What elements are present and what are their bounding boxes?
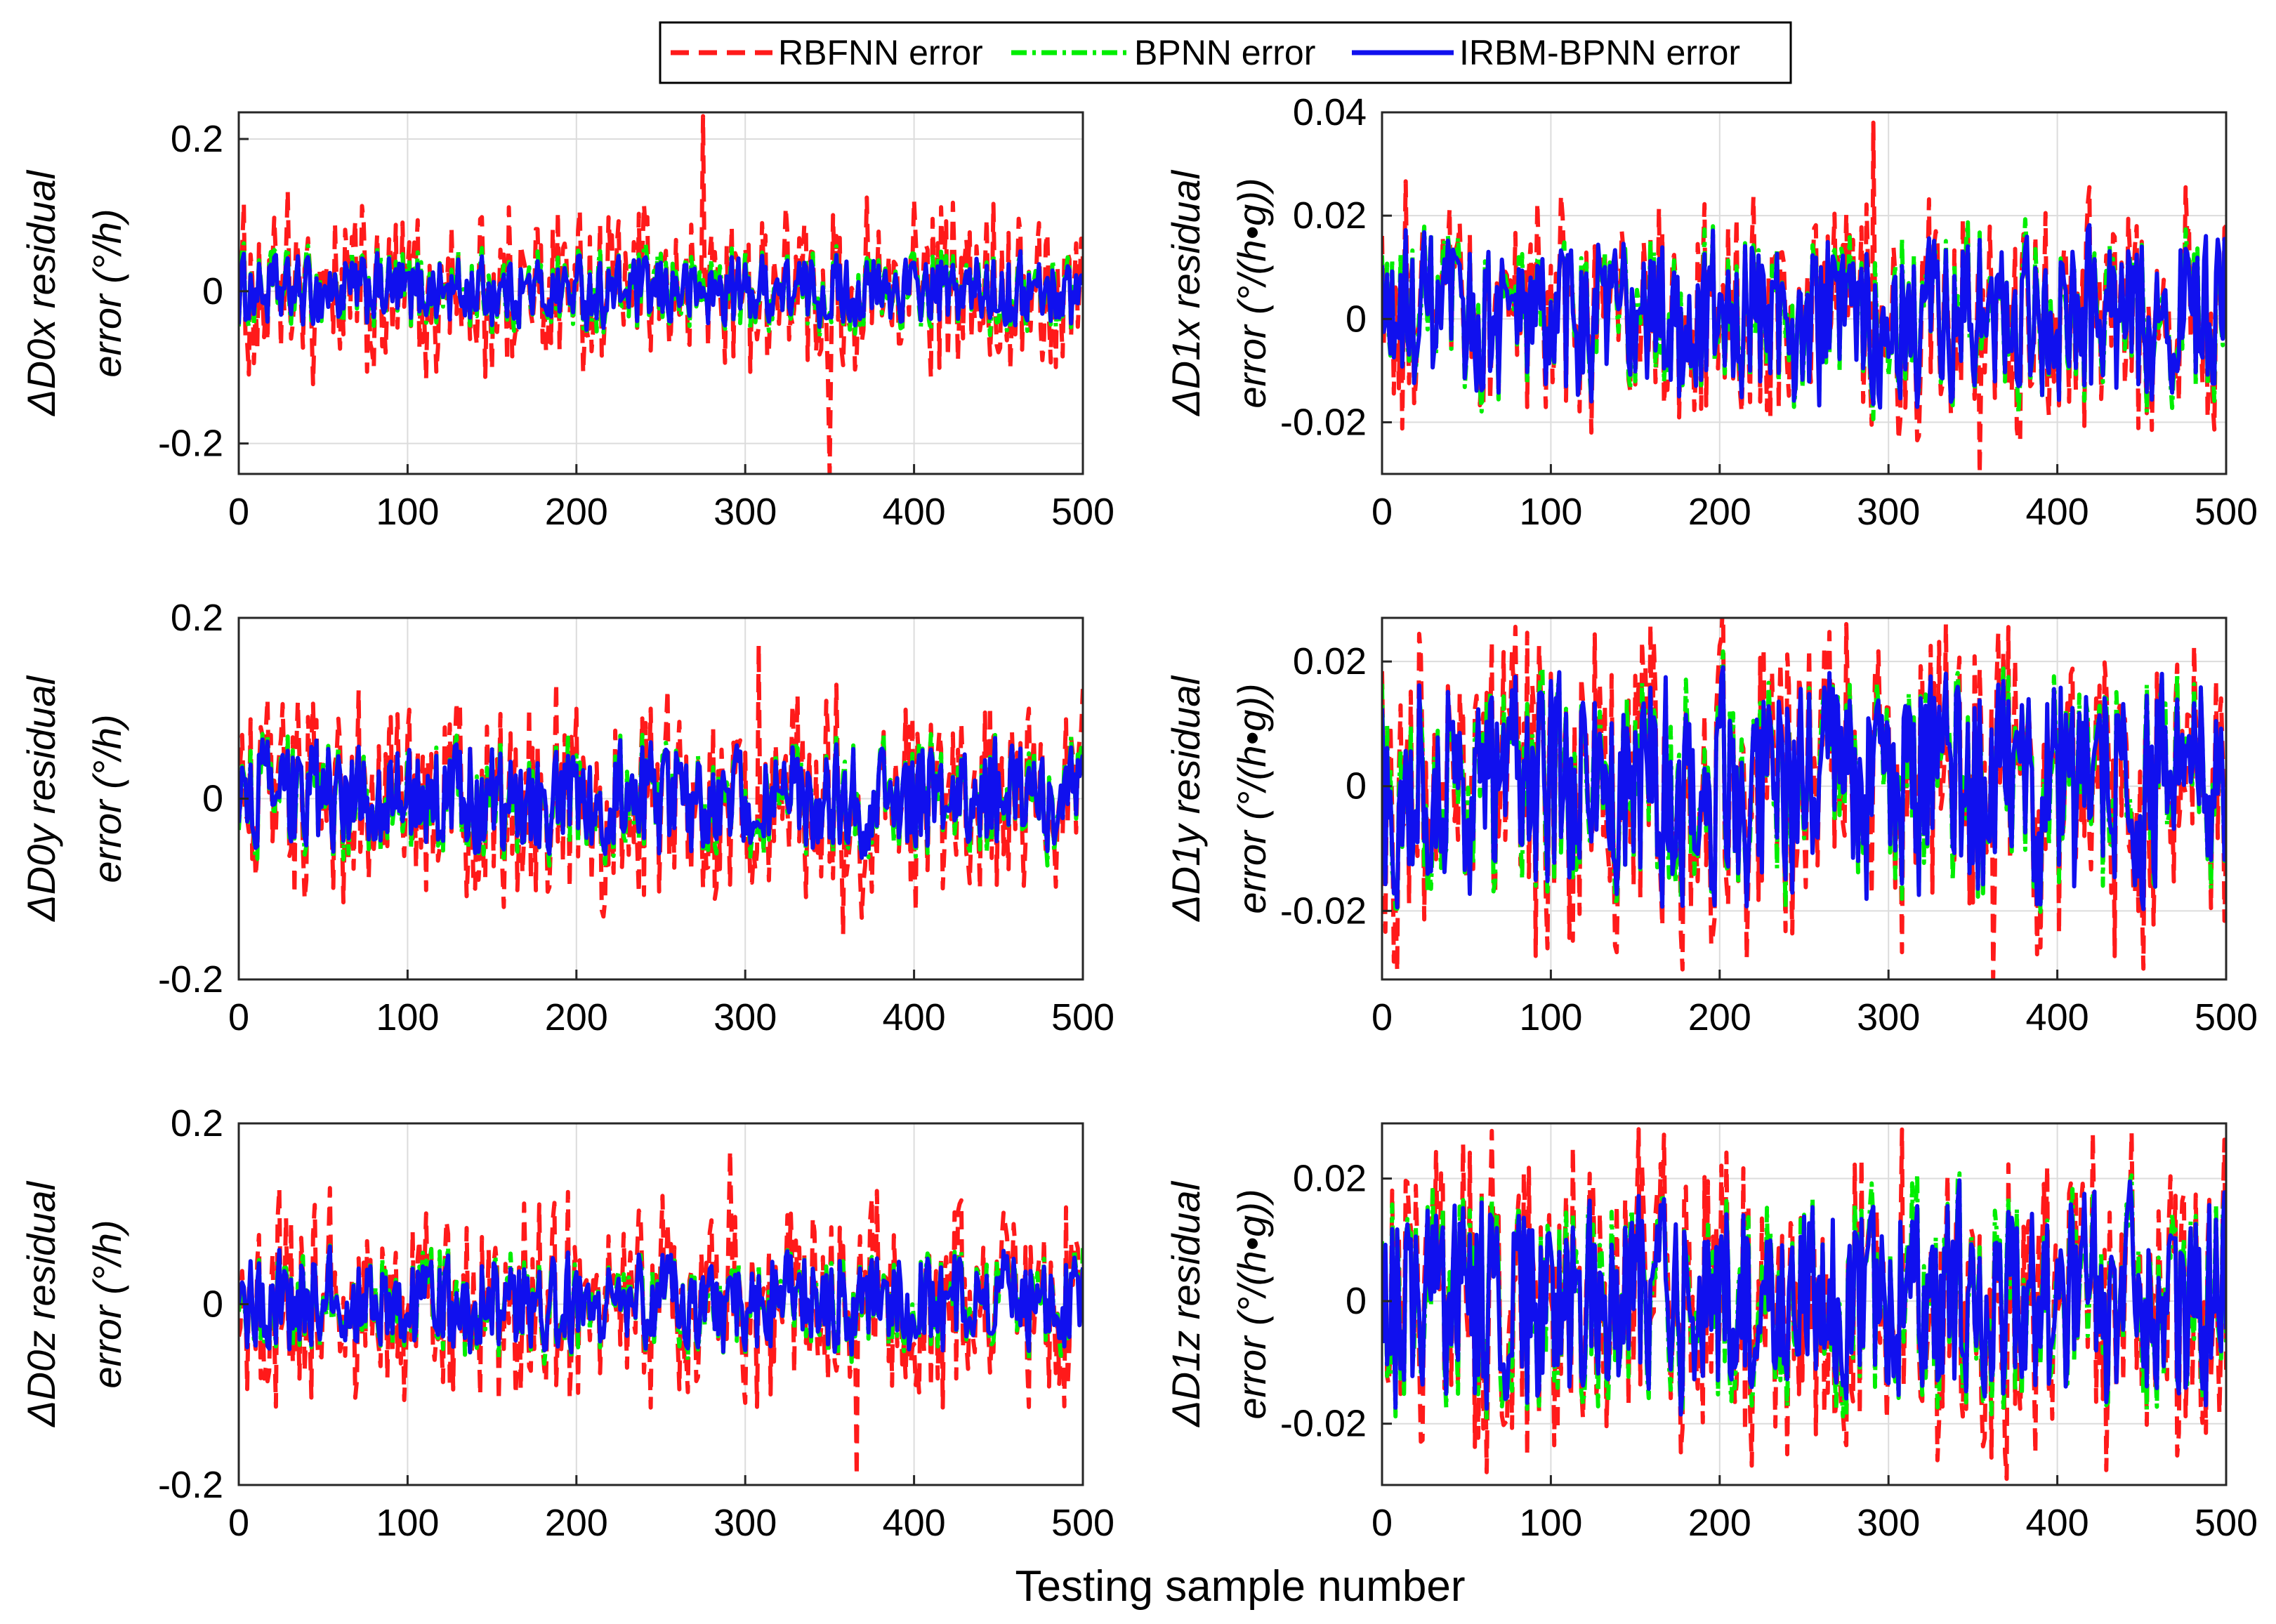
- y-axis-label-line2: error (°/(h•g)): [1230, 683, 1274, 913]
- axes-frame: [1381, 616, 2228, 981]
- y-tick-label: -0.02: [1280, 401, 1367, 443]
- x-tick-label: 0: [1371, 491, 1393, 533]
- x-tick-label: 200: [545, 996, 608, 1038]
- series-line-rbfnn: [239, 1148, 1083, 1479]
- y-axis-label-line2: error (°/h): [85, 1220, 129, 1388]
- x-tick-label: 400: [2026, 996, 2089, 1038]
- y-axis-label-line2: error (°/h): [85, 714, 129, 883]
- x-tick-label: 0: [1371, 996, 1393, 1038]
- axes-frame: [237, 111, 1084, 475]
- y-tick-label: 0: [202, 270, 223, 312]
- series-group: [1382, 618, 2226, 979]
- panel-d1z: 0 100 200 300 400 500 -0.02 0 0.02 ΔD1z residual e…: [1164, 1122, 2258, 1544]
- y-tick-label: 0.02: [1293, 194, 1367, 237]
- y-axis-label-line1: ΔD0y residual: [19, 675, 63, 923]
- y-tick-label: 0.2: [171, 118, 223, 160]
- x-tick-label: 500: [1051, 996, 1114, 1038]
- legend-label-irbm-bpnn: IRBM-BPNN error: [1459, 33, 1740, 72]
- x-tick-label: 500: [2195, 996, 2258, 1038]
- legend-box: [659, 21, 1792, 84]
- x-tick-label: 300: [1857, 491, 1920, 533]
- y-tick-label: 0.02: [1293, 640, 1367, 682]
- x-tick-label: 400: [2026, 1502, 2089, 1544]
- x-tick-label: 500: [2195, 491, 2258, 533]
- x-tick-label: 300: [713, 1502, 777, 1544]
- y-tick-label: 0: [202, 1283, 223, 1326]
- series-line-irbm-bpnn: [1382, 665, 2226, 911]
- x-tick-label: 500: [1051, 491, 1114, 533]
- y-tick-label: -0.2: [158, 1464, 223, 1506]
- series-group: [1382, 120, 2226, 474]
- y-axis-label-line1: ΔD0x residual: [19, 170, 63, 417]
- x-tick-label: 200: [545, 491, 608, 533]
- axes-frame: [1381, 111, 2228, 475]
- series-group: [239, 642, 1083, 937]
- x-tick-label: 0: [228, 491, 249, 533]
- x-tick-label: 400: [883, 996, 946, 1038]
- axes-frame: [1381, 1122, 2228, 1486]
- series-line-irbm-bpnn: [239, 736, 1083, 860]
- y-axis-label-line2: error (°/h): [85, 209, 129, 377]
- y-axis-label-line2: error (°/(h•g)): [1230, 178, 1274, 408]
- x-tick-label: 0: [228, 996, 249, 1038]
- panel-d1y: 0 100 200 300 400 500 -0.02 0 0.02 ΔD1y residual e…: [1164, 616, 2258, 1038]
- x-tick-label: 500: [2195, 1502, 2258, 1544]
- x-tick-label: 300: [713, 491, 777, 533]
- x-tick-label: 300: [1857, 996, 1920, 1038]
- y-tick-label: 0.02: [1293, 1158, 1367, 1200]
- y-axis-label-line1: ΔD1x residual: [1164, 170, 1208, 417]
- y-tick-label: 0.2: [171, 1102, 223, 1144]
- x-tick-label: 100: [376, 996, 439, 1038]
- y-tick-label: -0.2: [158, 958, 223, 1001]
- legend-label-bpnn: BPNN error: [1134, 33, 1315, 72]
- y-tick-label: 0: [1346, 1280, 1367, 1322]
- series-group: [1382, 1127, 2226, 1481]
- y-tick-label: 0: [1346, 765, 1367, 807]
- x-tick-label: 200: [545, 1502, 608, 1544]
- panel-d1x: 0 100 200 300 400 500 -0.02 0 0.02 0.04 ΔD1x resid…: [1164, 91, 2258, 533]
- x-tick-label: 400: [2026, 491, 2089, 533]
- x-tick-label: 500: [1051, 1502, 1114, 1544]
- y-axis-label-line1: ΔD1z residual: [1164, 1181, 1208, 1428]
- series-group: [239, 114, 1083, 474]
- y-axis-label-line1: ΔD0z residual: [19, 1181, 63, 1428]
- x-tick-label: 200: [1688, 996, 1751, 1038]
- y-tick-label: 0: [1346, 298, 1367, 340]
- series-group: [239, 1148, 1083, 1479]
- y-axis-label-line1: ΔD1y residual: [1164, 675, 1208, 923]
- series-line-irbm-bpnn: [239, 249, 1083, 332]
- series-line-irbm-bpnn: [1382, 1178, 2226, 1417]
- x-axis-label: Testing sample number: [1015, 1562, 1466, 1611]
- x-tick-label: 100: [1519, 1502, 1582, 1544]
- legend: RBFNN error BPNN error IRBM-BPNN error: [659, 21, 1792, 84]
- series-line-irbm-bpnn: [239, 1244, 1083, 1357]
- x-tick-label: 400: [883, 491, 946, 533]
- x-tick-label: 200: [1688, 491, 1751, 533]
- y-tick-label: 0.2: [171, 597, 223, 639]
- x-tick-label: 0: [228, 1502, 249, 1544]
- x-tick-label: 100: [376, 491, 439, 533]
- x-tick-label: 100: [376, 1502, 439, 1544]
- x-tick-label: 200: [1688, 1502, 1751, 1544]
- y-tick-label: 0.04: [1293, 91, 1367, 133]
- legend-label-rbfnn: RBFNN error: [778, 33, 983, 72]
- x-tick-label: 300: [1857, 1502, 1920, 1544]
- x-tick-label: 0: [1371, 1502, 1393, 1544]
- y-tick-label: -0.2: [158, 423, 223, 465]
- x-tick-label: 300: [713, 996, 777, 1038]
- y-tick-label: -0.02: [1280, 890, 1367, 932]
- x-tick-label: 400: [883, 1502, 946, 1544]
- y-tick-label: 0: [202, 778, 223, 820]
- x-tick-label: 100: [1519, 996, 1582, 1038]
- y-axis-label-line2: error (°/(h•g)): [1230, 1189, 1274, 1419]
- x-tick-label: 100: [1519, 491, 1582, 533]
- series-line-irbm-bpnn: [1382, 223, 2226, 410]
- y-tick-label: -0.02: [1280, 1403, 1367, 1445]
